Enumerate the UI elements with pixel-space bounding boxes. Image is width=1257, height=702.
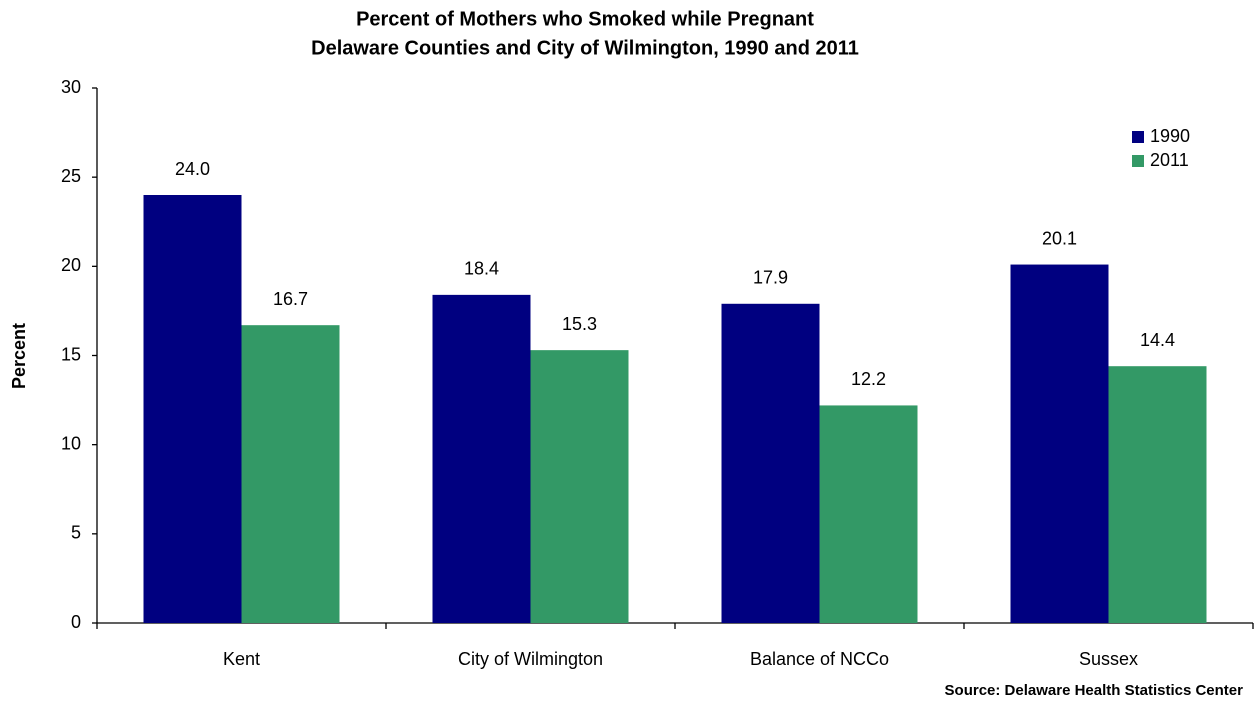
y-tick-label: 25 [61, 166, 81, 186]
y-tick-label: 10 [61, 433, 81, 453]
bar [241, 325, 340, 623]
x-tick-label: Balance of NCCo [750, 649, 889, 669]
bar [1010, 264, 1109, 623]
y-axis-label: Percent [9, 323, 29, 389]
value-label: 24.0 [175, 159, 210, 179]
value-label: 14.4 [1140, 330, 1175, 350]
value-label: 15.3 [562, 314, 597, 334]
x-tick-label: Kent [223, 649, 260, 669]
y-tick-label: 0 [71, 612, 81, 632]
y-tick-label: 5 [71, 523, 81, 543]
value-label: 12.2 [851, 369, 886, 389]
chart-title: Percent of Mothers who Smoked while Preg… [356, 8, 814, 30]
value-label: 18.4 [464, 259, 499, 279]
bar [1108, 366, 1207, 623]
value-label: 16.7 [273, 289, 308, 309]
x-tick-label: City of Wilmington [458, 649, 603, 669]
source-note: Source: Delaware Health Statistics Cente… [945, 682, 1244, 699]
bar [819, 405, 918, 623]
value-label: 20.1 [1042, 228, 1077, 248]
bar [530, 350, 629, 623]
chart-subtitle: Delaware Counties and City of Wilmington… [311, 37, 859, 59]
legend-label: 2011 [1150, 150, 1189, 170]
bar [432, 294, 531, 623]
legend-swatch [1132, 131, 1144, 143]
legend-swatch [1132, 155, 1144, 167]
x-tick-label: Sussex [1079, 649, 1138, 669]
y-tick-label: 30 [61, 77, 81, 97]
y-tick-label: 15 [61, 344, 81, 364]
legend-label: 1990 [1150, 126, 1190, 146]
bar [721, 303, 820, 623]
value-label: 17.9 [753, 268, 788, 288]
bar [143, 195, 242, 623]
y-tick-label: 20 [61, 255, 81, 275]
